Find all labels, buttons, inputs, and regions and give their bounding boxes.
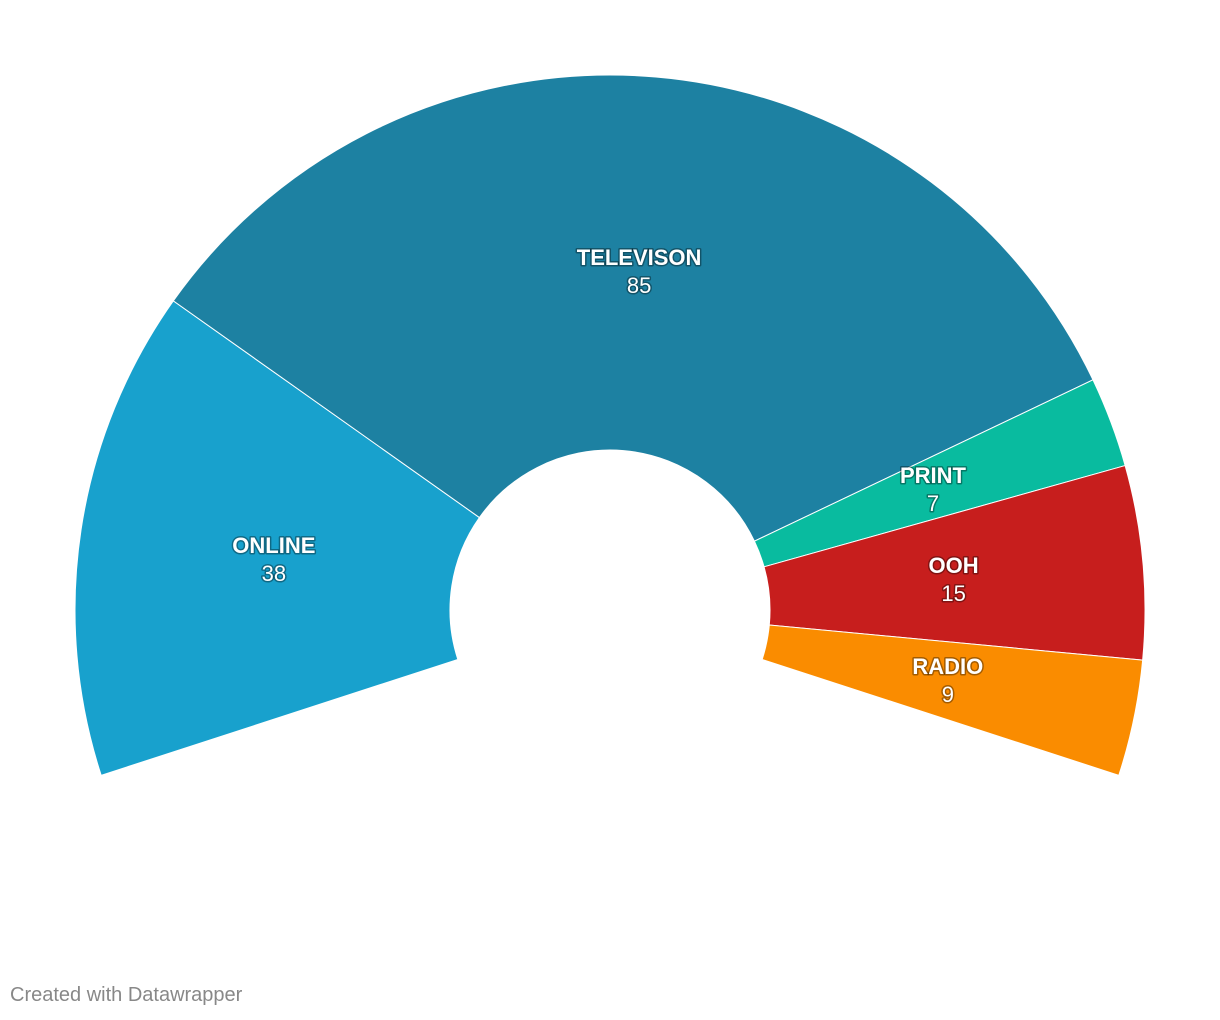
slice-label-name: PRINT	[900, 463, 967, 488]
datawrapper-credit: Created with Datawrapper	[10, 984, 243, 1006]
slice-label-radio: RADIO 9	[911, 652, 985, 708]
slice-label-televison: TELEVISON 85	[575, 244, 703, 300]
slice-televison	[172, 74, 1094, 542]
slice-label-ooh: OOH 15	[927, 552, 980, 608]
slice-label-print: PRINT 7	[899, 461, 969, 517]
slice-label-online: ONLINE 38	[231, 531, 317, 587]
chart-area: ONLINE 38 TELEVISON 85 PRINT 7 OOH 15 RADIO 9	[74, 74, 1146, 776]
slice-label-value: 9	[942, 682, 954, 707]
slice-label-name: OOH	[929, 553, 979, 578]
slice-label-value: 15	[941, 581, 965, 606]
semi-donut-chart: ONLINE 38 TELEVISON 85 PRINT 7 OOH 15 RADIO 9	[74, 74, 1146, 776]
slice-online	[74, 300, 481, 776]
slice-label-value: 85	[627, 273, 651, 298]
slice-label-value: 38	[262, 561, 286, 586]
slice-label-name: TELEVISON	[577, 245, 702, 270]
slice-label-name: RADIO	[912, 654, 983, 679]
slice-label-value: 7	[927, 491, 939, 516]
slice-radio	[761, 624, 1144, 776]
slice-ooh	[763, 464, 1146, 661]
slice-label-name: ONLINE	[232, 533, 315, 558]
